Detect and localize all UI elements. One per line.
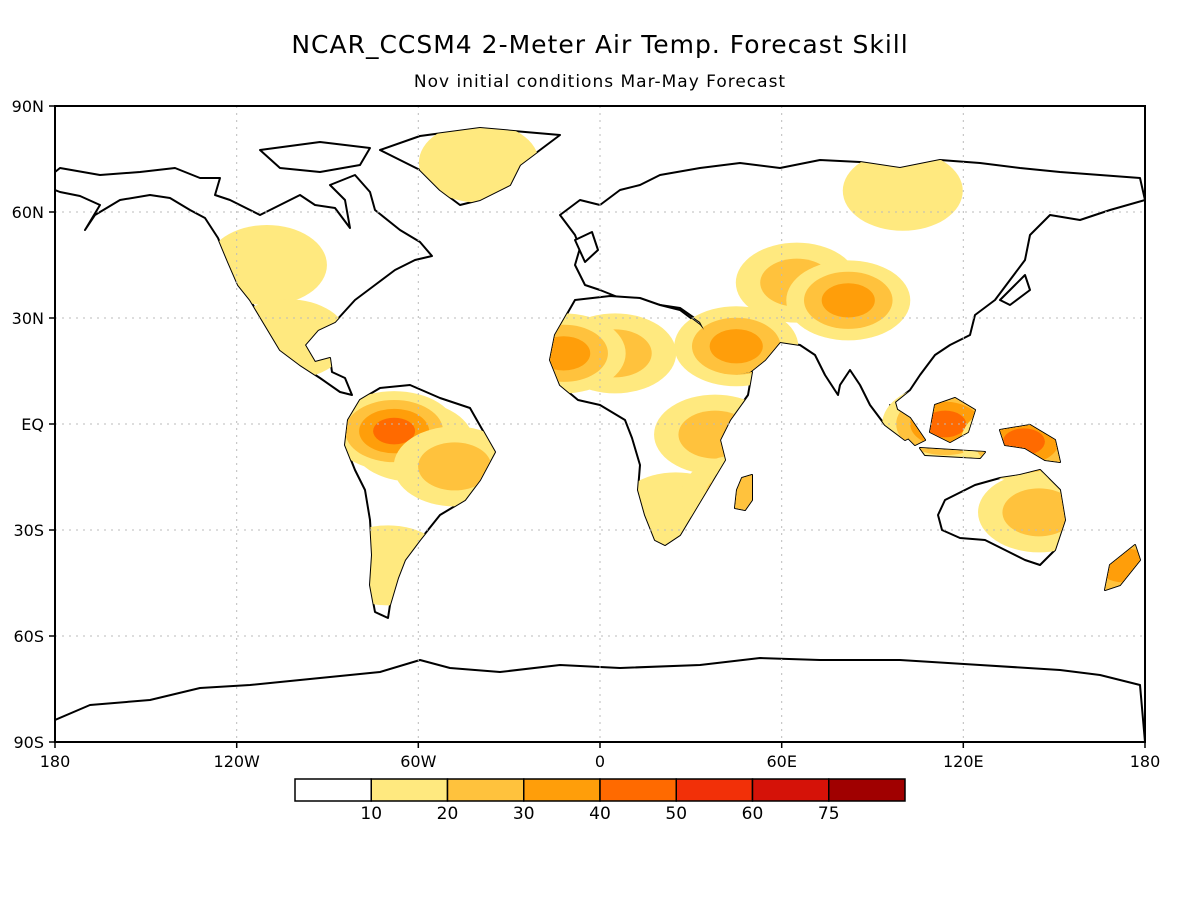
skill-region — [373, 417, 416, 445]
lat-axis: 90N 60N 30N EQ 30S 60S 90S — [12, 97, 55, 752]
colorbar-swatch — [828, 778, 906, 802]
map-subtitle: Nov initial conditions Mar-May Forecast — [414, 72, 786, 92]
skill-region — [709, 329, 763, 364]
lon-tick-label: 120W — [214, 752, 261, 771]
colorbar-label: 50 — [665, 804, 687, 824]
lat-tick-label: 30N — [12, 309, 44, 328]
lat-tick-label: 90S — [13, 733, 44, 752]
colorbar-swatch — [370, 778, 449, 802]
lon-tick-label: 60W — [400, 752, 436, 771]
lon-tick-label: 180 — [40, 752, 71, 771]
lon-tick-label: 120E — [943, 752, 984, 771]
map-title: NCAR_CCSM4 2-Meter Air Temp. Forecast Sk… — [291, 30, 908, 59]
lat-tick-label: 60S — [13, 627, 44, 646]
lat-tick-label: 60N — [12, 203, 44, 222]
colorbar-swatch — [523, 778, 601, 802]
gridlines — [55, 106, 1145, 742]
lon-tick-label: 0 — [595, 752, 605, 771]
lon-tick-label: 180 — [1130, 752, 1161, 771]
colorbar-label: 60 — [742, 804, 764, 824]
lat-tick-label: EQ — [21, 415, 44, 434]
lat-tick-label: 30S — [13, 521, 44, 540]
skill-region — [821, 283, 875, 318]
colorbar-swatch — [294, 778, 372, 802]
skill-region — [418, 128, 539, 203]
colorbar: 10 20 30 40 50 60 75 — [294, 778, 906, 824]
skill-region — [842, 150, 963, 231]
colorbar-swatch — [446, 778, 525, 802]
lat-tick-label: 90N — [12, 97, 44, 116]
skill-region — [1002, 488, 1076, 537]
lon-axis: 180 120W 60W 0 60E 120E 180 — [40, 742, 1161, 771]
colorbar-label: 75 — [818, 804, 840, 824]
colorbar-label: 40 — [589, 804, 611, 824]
colorbar-label: 30 — [513, 804, 535, 824]
colorbar-swatch — [675, 778, 754, 802]
skill-shading — [206, 128, 1145, 606]
skill-region — [418, 442, 492, 491]
colorbar-swatch — [751, 778, 830, 802]
colorbar-swatch — [599, 778, 677, 802]
colorbar-label: 20 — [437, 804, 459, 824]
colorbar-label: 10 — [360, 804, 382, 824]
lon-tick-label: 60E — [766, 752, 796, 771]
